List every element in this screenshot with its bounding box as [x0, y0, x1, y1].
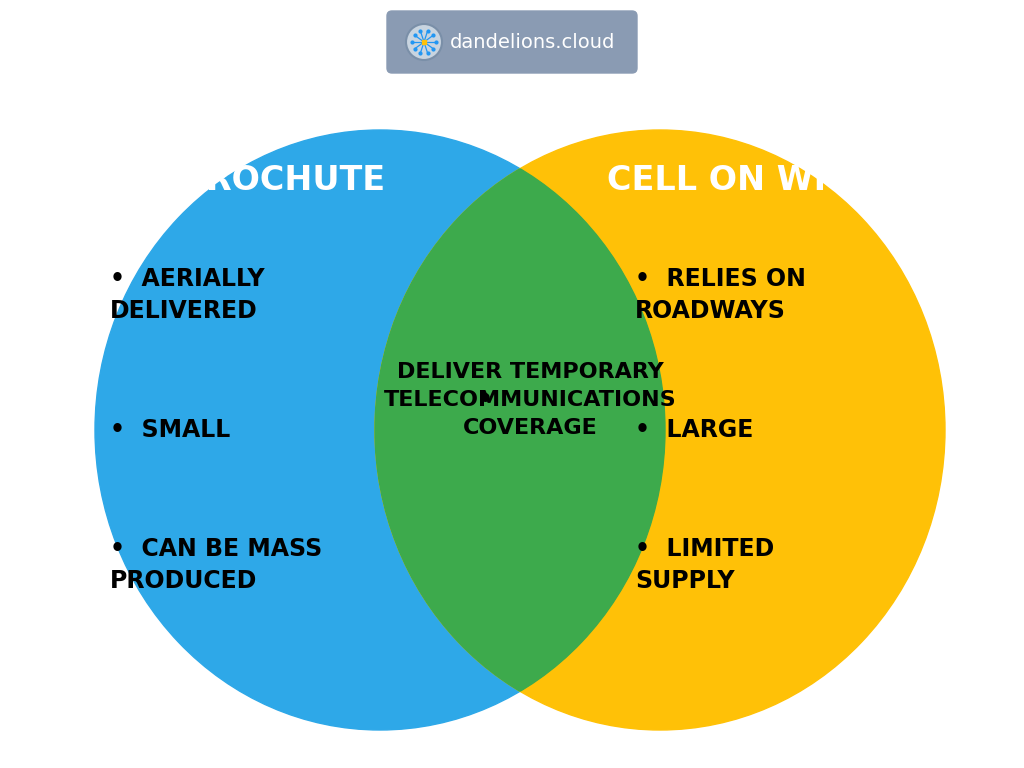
- Text: •  LARGE: • LARGE: [635, 418, 754, 442]
- Text: •  LIMITED
SUPPLY: • LIMITED SUPPLY: [635, 537, 774, 593]
- Text: DELIVER TEMPORARY
TELECOMMUNICATIONS
COVERAGE: DELIVER TEMPORARY TELECOMMUNICATIONS COV…: [384, 362, 676, 438]
- Text: GYROCHUTE: GYROCHUTE: [155, 164, 385, 197]
- Ellipse shape: [95, 130, 665, 730]
- Ellipse shape: [375, 130, 945, 730]
- Circle shape: [406, 24, 442, 60]
- Text: •  CAN BE MASS
PRODUCED: • CAN BE MASS PRODUCED: [110, 537, 323, 593]
- Text: dandelions.cloud: dandelions.cloud: [450, 32, 615, 51]
- Ellipse shape: [375, 130, 945, 730]
- Ellipse shape: [95, 130, 665, 730]
- FancyBboxPatch shape: [387, 11, 637, 73]
- Text: •  RELIES ON
ROADWAYS: • RELIES ON ROADWAYS: [635, 267, 806, 323]
- Text: •  SMALL: • SMALL: [110, 418, 230, 442]
- Text: CELL ON WHEELS: CELL ON WHEELS: [607, 164, 933, 197]
- Text: •: •: [477, 388, 493, 412]
- Text: •  AERIALLY
DELIVERED: • AERIALLY DELIVERED: [110, 267, 264, 323]
